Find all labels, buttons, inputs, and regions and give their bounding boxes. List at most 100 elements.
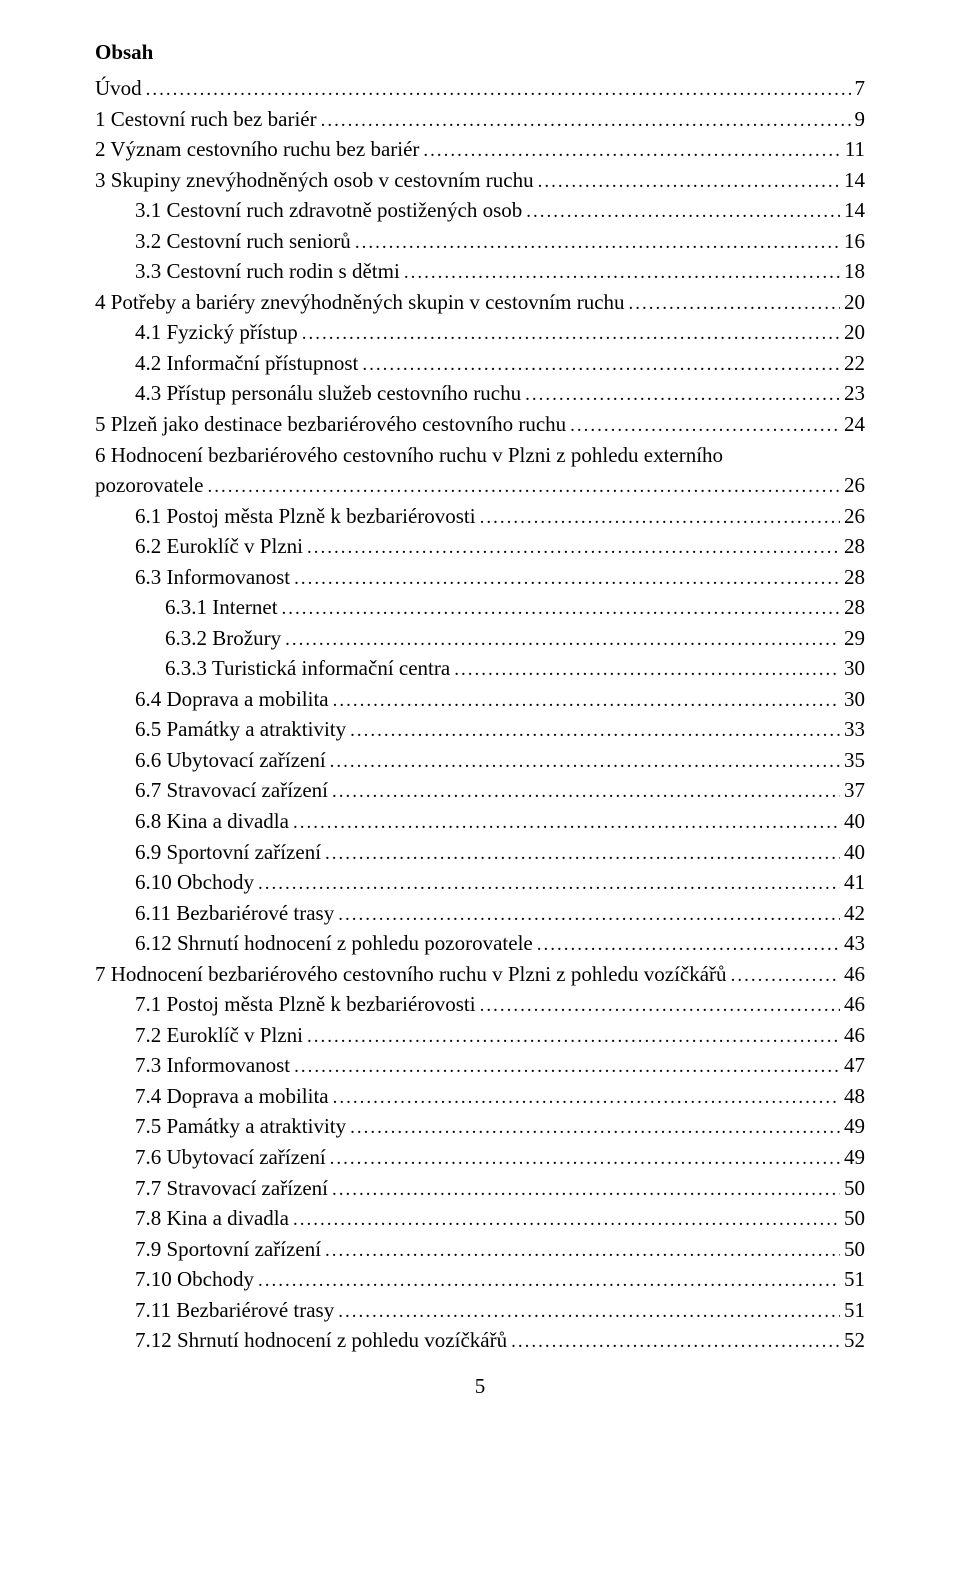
toc-entry-page: 52 (844, 1325, 865, 1355)
toc-leader-dots (350, 714, 840, 745)
toc-leader-dots (258, 867, 840, 898)
toc-entry-text: 7.4 Doprava a mobilita (135, 1081, 329, 1111)
toc-leader-dots (325, 837, 840, 868)
toc-entry-page: 43 (844, 928, 865, 958)
toc-entry-text: 3 Skupiny znevýhodněných osob v cestovní… (95, 165, 534, 195)
toc-entry-text: 4.2 Informační přístupnost (135, 348, 358, 378)
toc-entry-page: 30 (844, 684, 865, 714)
toc-entry-page: 28 (844, 531, 865, 561)
toc-entry-page: 35 (844, 745, 865, 775)
toc-entry-page: 46 (844, 1020, 865, 1050)
toc-entry: Úvod7 (95, 73, 865, 104)
toc-entry-page: 26 (844, 501, 865, 531)
toc-entry-page: 41 (844, 867, 865, 897)
toc-entry-page: 9 (855, 104, 866, 134)
toc-leader-dots (330, 1142, 840, 1173)
toc-entry: 4.2 Informační přístupnost22 (95, 348, 865, 379)
toc-entry: 6 Hodnocení bezbariérového cestovního ru… (95, 440, 865, 470)
toc-entry-page: 20 (844, 287, 865, 317)
toc-entry-text: pozorovatele (95, 470, 203, 500)
toc-leader-dots (146, 73, 851, 104)
toc-entry: 6.11 Bezbariérové trasy 42 (95, 898, 865, 929)
toc-leader-dots (258, 1264, 840, 1295)
toc-entry-page: 51 (844, 1295, 865, 1325)
toc-entry-text: 6.4 Doprava a mobilita (135, 684, 329, 714)
toc-entry-text: 6.6 Ubytovací zařízení (135, 745, 326, 775)
toc-entry: 7.4 Doprava a mobilita 48 (95, 1081, 865, 1112)
toc-entry-page: 14 (844, 195, 865, 225)
toc-entry-text: 7.7 Stravovací zařízení (135, 1173, 328, 1203)
toc-leader-dots (525, 378, 840, 409)
toc-entry: 6.12 Shrnutí hodnocení z pohledu pozorov… (95, 928, 865, 959)
toc-entry-page: 30 (844, 653, 865, 683)
toc-entry-page: 46 (844, 989, 865, 1019)
toc-entry-text: 7.2 Euroklíč v Plzni (135, 1020, 303, 1050)
toc-entry: 4.3 Přístup personálu služeb cestovního … (95, 378, 865, 409)
toc-entry-page: 50 (844, 1234, 865, 1264)
toc-entry-page: 40 (844, 837, 865, 867)
toc-entry-text: 7.12 Shrnutí hodnocení z pohledu vozíčká… (135, 1325, 507, 1355)
toc-entry-text: 6 Hodnocení bezbariérového cestovního ru… (95, 440, 723, 470)
toc-entry-text: 2 Význam cestovního ruchu bez bariér (95, 134, 419, 164)
toc-entry-text: 7 Hodnocení bezbariérového cestovního ru… (95, 959, 727, 989)
toc-leader-dots (454, 653, 840, 684)
toc-entry-text: 7.3 Informovanost (135, 1050, 290, 1080)
toc-entry-text: 6.3.2 Brožury (165, 623, 281, 653)
toc-entry: 4 Potřeby a bariéry znevýhodněných skupi… (95, 287, 865, 318)
toc-leader-dots (526, 195, 840, 226)
toc-entry-text: 4 Potřeby a bariéry znevýhodněných skupi… (95, 287, 625, 317)
toc-leader-dots (285, 623, 840, 654)
toc-entry-text: 7.9 Sportovní zařízení (135, 1234, 321, 1264)
toc-entry-text: 5 Plzeň jako destinace bezbariérového ce… (95, 409, 566, 439)
toc-page: Obsah Úvod71 Cestovní ruch bez bariér92 … (0, 0, 960, 1439)
toc-leader-dots (480, 989, 840, 1020)
toc-entry-page: 48 (844, 1081, 865, 1111)
toc-leader-dots (511, 1325, 840, 1356)
toc-entry-text: 4.3 Přístup personálu služeb cestovního … (135, 378, 521, 408)
toc-entry-text: 7.5 Památky a atraktivity (135, 1111, 346, 1141)
toc-leader-dots (282, 592, 840, 623)
toc-entry-text: 6.1 Postoj města Plzně k bezbariérovosti (135, 501, 476, 531)
toc-entry: 7 Hodnocení bezbariérového cestovního ru… (95, 959, 865, 990)
toc-entry-page: 33 (844, 714, 865, 744)
toc-entry-page: 51 (844, 1264, 865, 1294)
toc-body: Úvod71 Cestovní ruch bez bariér92 Význam… (95, 73, 865, 1356)
toc-entry-page: 11 (845, 134, 865, 164)
toc-leader-dots (731, 959, 840, 990)
toc-entry-page: 20 (844, 317, 865, 347)
toc-entry: 6.2 Euroklíč v Plzni28 (95, 531, 865, 562)
toc-leader-dots (404, 256, 840, 287)
toc-leader-dots (332, 1173, 840, 1204)
toc-entry-page: 50 (844, 1173, 865, 1203)
toc-entry-text: 6.3 Informovanost (135, 562, 290, 592)
toc-entry-page: 28 (844, 592, 865, 622)
toc-leader-dots (293, 1203, 840, 1234)
toc-entry-text: 3.3 Cestovní ruch rodin s dětmi (135, 256, 400, 286)
toc-entry-page: 42 (844, 898, 865, 928)
toc-entry: 7.5 Památky a atraktivity49 (95, 1111, 865, 1142)
toc-entry: 3 Skupiny znevýhodněných osob v cestovní… (95, 165, 865, 196)
toc-entry: 7.11 Bezbariérové trasy51 (95, 1295, 865, 1326)
toc-heading: Obsah (95, 40, 865, 65)
toc-entry: 6.5 Památky a atraktivity33 (95, 714, 865, 745)
toc-leader-dots (629, 287, 840, 318)
toc-entry-page: 47 (844, 1050, 865, 1080)
toc-entry-text: 1 Cestovní ruch bez bariér (95, 104, 317, 134)
toc-entry: 7.10 Obchody 51 (95, 1264, 865, 1295)
toc-entry-text: 6.7 Stravovací zařízení (135, 775, 328, 805)
toc-entry-page: 18 (844, 256, 865, 286)
toc-entry: 2 Význam cestovního ruchu bez bariér 11 (95, 134, 865, 165)
toc-entry: 6.3.1 Internet28 (95, 592, 865, 623)
toc-entry-text: 6.11 Bezbariérové trasy (135, 898, 334, 928)
toc-entry: 6.3.3 Turistická informační centra30 (95, 653, 865, 684)
toc-leader-dots (302, 317, 840, 348)
toc-entry: 6.8 Kina a divadla40 (95, 806, 865, 837)
toc-entry-text: 7.8 Kina a divadla (135, 1203, 289, 1233)
toc-entry-text: 6.9 Sportovní zařízení (135, 837, 321, 867)
toc-entry: 7.9 Sportovní zařízení 50 (95, 1234, 865, 1265)
toc-entry: 7.1 Postoj města Plzně k bezbariérovosti… (95, 989, 865, 1020)
toc-entry-text: 7.10 Obchody (135, 1264, 254, 1294)
toc-leader-dots (338, 898, 840, 929)
toc-entry: 6.3.2 Brožury29 (95, 623, 865, 654)
toc-leader-dots (293, 806, 840, 837)
